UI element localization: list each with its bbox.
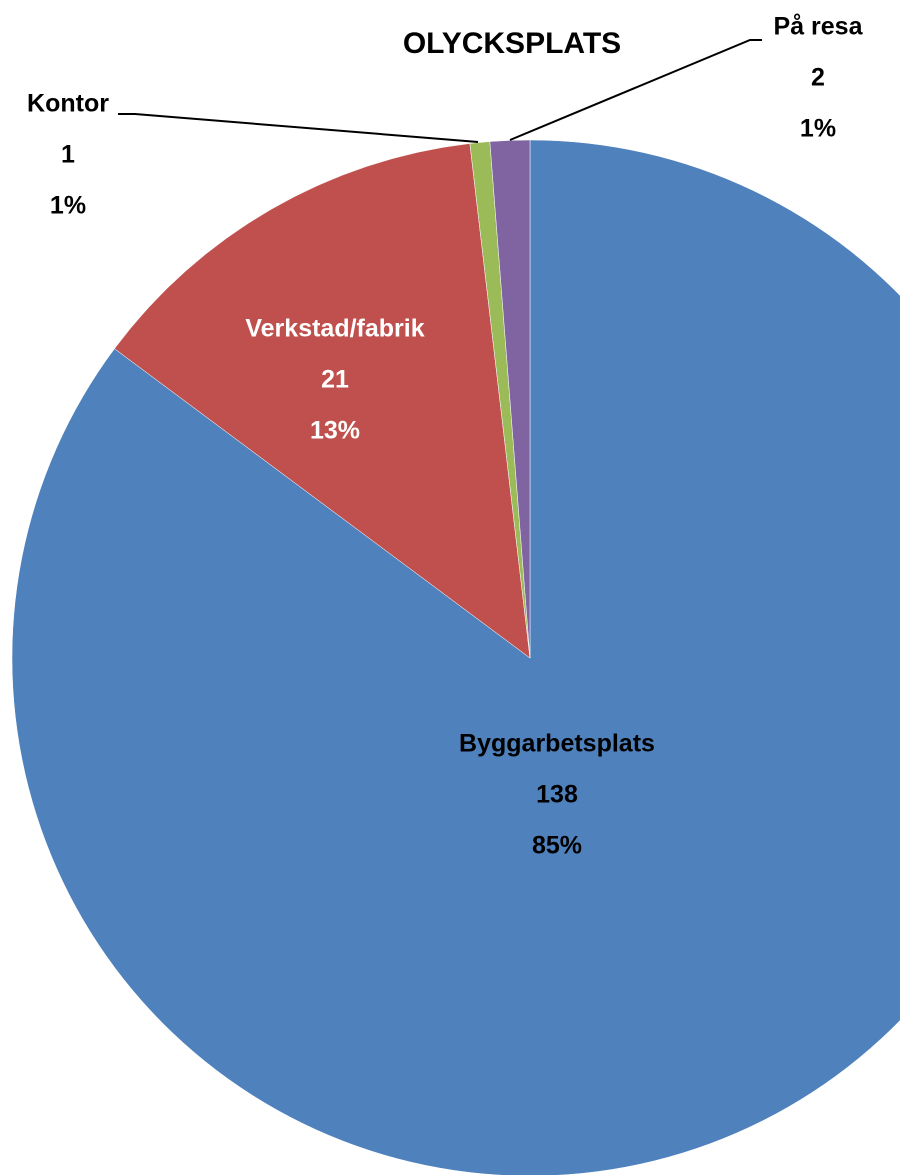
slice-percent: 1% [800, 115, 836, 143]
chart-title: OLYCKSPLATS [403, 27, 621, 60]
pie-slice [11, 139, 900, 1175]
slice-label: Verkstad/fabrik [245, 315, 424, 343]
slice-value: 138 [536, 781, 578, 809]
slice-label: På resa [774, 13, 864, 41]
slice-percent: 1% [50, 192, 86, 220]
slice-percent: 13% [310, 417, 360, 445]
slice-label: Byggarbetsplats [459, 730, 655, 758]
leader-line [118, 113, 479, 143]
pie-slice [114, 143, 531, 659]
pie-slice [489, 139, 531, 659]
slice-value: 21 [321, 366, 349, 394]
slice-label: Kontor [27, 90, 109, 118]
slice-value: 1 [61, 141, 75, 169]
slice-value: 2 [811, 64, 825, 92]
pie [11, 139, 900, 1175]
leader-line [509, 39, 762, 141]
slice-percent: 85% [532, 832, 582, 860]
